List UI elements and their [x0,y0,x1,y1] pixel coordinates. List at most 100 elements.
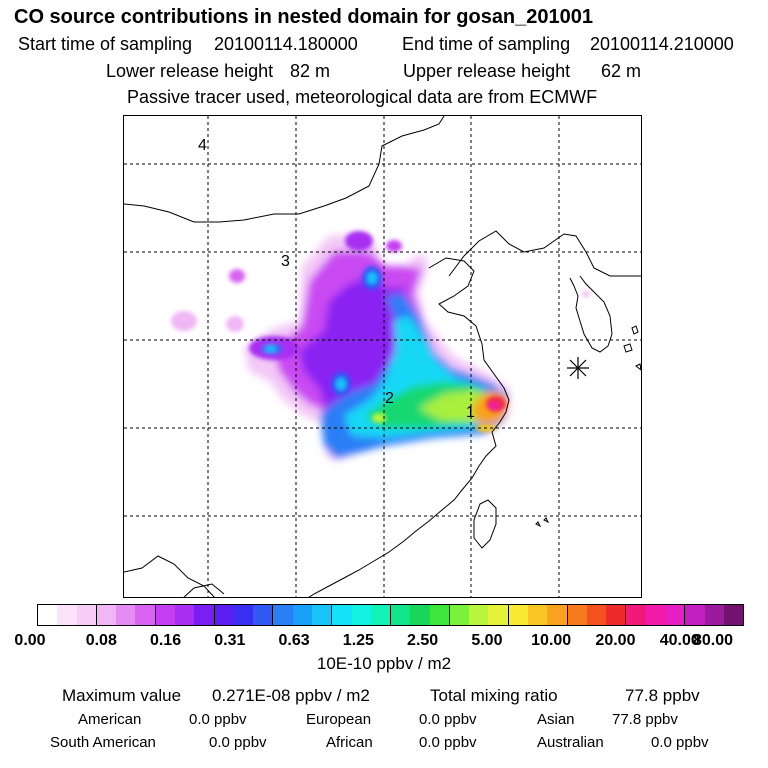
colorbar-segment [155,605,175,625]
blob-n3 [367,272,377,284]
colorbar-tick-label: 0.16 [149,632,182,649]
upper-release-value: 62 m [601,61,642,81]
track-label-4: 4 [198,137,207,154]
blob-k1 [582,291,590,297]
colorbar-tick-label: 10.00 [531,632,572,649]
colorbar [37,604,744,626]
colorbar-segment [38,605,58,625]
end-time-value: 20100114.210000 [590,34,734,54]
colorbar-segment [116,605,136,625]
colorbar-tick-label: 0.31 [214,632,246,649]
border-southwest [124,555,215,597]
colorbar-segment [528,605,548,625]
taiwan [473,499,497,549]
tracer-note: Passive tracer used, meteorological data… [127,87,598,107]
end-time-label: End time of sampling [402,34,571,54]
concentration-field [171,231,590,461]
colorbar-segment [429,605,450,625]
colorbar-segment [508,605,529,625]
region-value-asian: 77.8 ppbv [612,711,678,728]
colorbar-segment [194,605,215,625]
colorbar-segment [174,605,195,625]
colorbar-tick-label: 40.00 [659,632,700,649]
colorbar-tick-label: 0.63 [278,632,310,649]
max-value-label: Maximum value [62,686,182,705]
ryukyu-islands [535,517,550,528]
colorbar-segment [645,605,665,625]
colorbar-segment [253,605,274,625]
total-mixing-value: 77.8 ppbv [625,686,700,705]
colorbar-segment [586,605,607,625]
region-value-african: 0.0 ppbv [419,734,477,751]
region-value-european: 0.0 ppbv [419,711,477,728]
colorbar-segment [273,605,293,625]
region-name-african: African [326,734,373,751]
colorbar-unit: 10E-10 ppbv / m2 [316,654,452,673]
region-value-south-american: 0.0 ppbv [209,734,267,751]
colorbar-segment [292,605,312,625]
total-mixing-label: Total mixing ratio [430,686,558,705]
colorbar-segment [606,605,627,625]
map-svg: 1 2 3 4 [124,116,641,597]
blob-m4 [386,240,402,252]
colorbar-segment [391,605,411,625]
blob-w6 [265,346,277,352]
colorbar-segment [626,605,646,625]
grid-lines [124,116,641,597]
start-time-label: Start time of sampling [18,34,193,54]
colorbar-tick-label: 0.00 [14,632,46,649]
colorbar-segment [135,605,156,625]
colorbar-segment [214,605,234,625]
japan-islands [623,325,641,371]
colorbar-tick-label: 0.08 [85,632,117,649]
colorbar-segment [547,605,568,625]
coastlines [124,116,641,597]
colorbar-segment [233,605,254,625]
colorbar-segment [351,605,371,625]
colorbar-segment [665,605,686,625]
border-south-inner [183,583,225,597]
track-label-1: 1 [466,404,475,421]
blob-m3 [372,413,386,423]
colorbar-segment [76,605,97,625]
colorbar-tick-label: 2.50 [407,632,439,649]
colorbar-segment [469,605,489,625]
colorbar-segment [370,605,392,625]
colorbar-segment [332,605,352,625]
max-value: 0.271E-08 ppbv / m2 [212,686,370,705]
region-name-european: European [306,711,372,728]
lower-release-value: 82 m [290,61,331,81]
track-label-3: 3 [281,253,290,270]
korea-coast [569,275,613,353]
blob-n1 [345,231,373,251]
east-china-coast [308,431,497,597]
upper-release-label: Upper release height [403,61,571,81]
colorbar-segment [96,605,117,625]
blob-m2 [336,378,346,390]
colorbar-segment [488,605,509,625]
region-name-australian: Australian [537,734,604,751]
region-value-australian: 0.0 ppbv [651,734,709,751]
colorbar-segment [567,605,587,625]
colorbar-segment [704,605,724,625]
blob-w3 [226,316,244,332]
hotspot-inner [489,402,499,410]
colorbar-segment [410,605,430,625]
region-name-asian: Asian [537,711,575,728]
track-label-2: 2 [385,390,394,407]
region-value-american: 0.0 ppbv [189,711,247,728]
mongolia-border [124,116,445,223]
colorbar-segment [449,605,470,625]
receptor-star-icon [567,357,589,379]
colorbar-tick-label: 20.00 [595,632,636,649]
start-time-value: 20100114.180000 [214,34,358,54]
colorbar-tick-label: 80.00 [692,632,734,649]
plot-title: CO source contributions in nested domain… [14,6,594,28]
blob-w1 [229,269,245,283]
colorbar-tick-label: 5.00 [471,632,503,649]
colorbar-tick-label: 1.25 [342,632,374,649]
colorbar-segment [723,605,744,625]
lower-release-label: Lower release height [106,61,274,81]
bohai-coast [428,257,510,433]
colorbar-segment [311,605,333,625]
